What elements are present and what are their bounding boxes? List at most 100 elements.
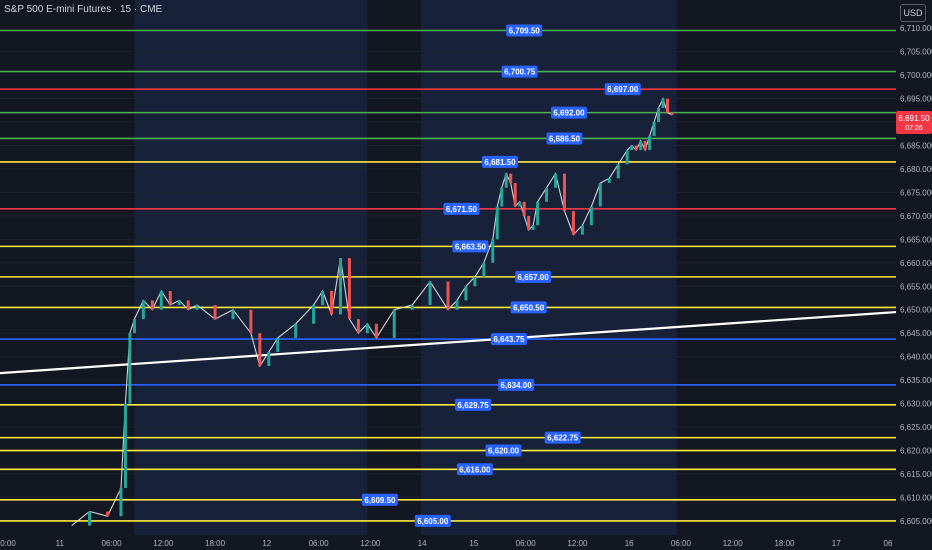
level-label-1: 6,700.75	[501, 65, 538, 78]
candle	[625, 150, 629, 165]
level-label-9: 6,650.50	[510, 301, 547, 314]
candle	[141, 300, 145, 320]
level-label-text: 6,629.75	[458, 401, 490, 410]
countdown-value: 07:26	[905, 125, 923, 132]
y-tick-label: 6,635.000	[900, 376, 932, 385]
trendline-line	[0, 310, 897, 375]
y-tick-label: 6,695.000	[900, 95, 932, 104]
candle	[661, 98, 665, 108]
level-label-box	[501, 65, 538, 78]
candle	[634, 145, 638, 151]
x-tick-label: 0:00	[0, 539, 16, 548]
x-tick-label: 06:00	[516, 539, 537, 548]
level-label-0: 6,709.50	[506, 24, 543, 37]
candle	[495, 206, 499, 240]
candle	[513, 183, 517, 207]
y-tick-label: 6,605.000	[900, 517, 932, 526]
level-label-text: 6,620.00	[488, 447, 520, 456]
candle	[428, 281, 432, 306]
x-tick-label: 14	[418, 539, 427, 548]
x-tick-label: 17	[832, 539, 841, 548]
candle	[589, 206, 593, 226]
candle	[536, 201, 540, 226]
price-axis[interactable]: 6,605.000 6,610.000 6,615.000 6,620.000 6,62…	[896, 0, 932, 550]
candle	[119, 488, 123, 517]
candle	[128, 333, 132, 404]
x-tick-label: 12:00	[723, 539, 744, 548]
candle	[554, 173, 558, 188]
candle	[509, 173, 513, 184]
level-label-box	[544, 431, 581, 444]
level-label-6: 6,671.50	[443, 202, 480, 215]
level-label-16: 6,609.50	[361, 493, 398, 506]
level-label-text: 6,700.75	[504, 68, 536, 77]
candle	[168, 290, 172, 306]
level-label-text: 6,643.75	[493, 335, 525, 344]
y-tick-label: 6,655.000	[900, 282, 932, 291]
x-tick-label: 16	[625, 539, 634, 548]
candle	[571, 211, 575, 235]
level-label-box	[455, 398, 492, 411]
candle	[657, 107, 661, 123]
level-label-10: 6,643.75	[490, 333, 527, 346]
level-label-box	[452, 240, 489, 253]
candle	[643, 140, 647, 151]
candle	[338, 258, 342, 315]
level-label-4: 6,686.50	[546, 132, 583, 145]
level-label-text: 6,692.00	[553, 109, 585, 118]
candle	[276, 337, 280, 352]
level-label-box	[414, 514, 451, 527]
level-label-box	[456, 463, 493, 476]
level-label-box	[506, 24, 543, 37]
level-label-box	[550, 106, 587, 119]
level-label-text: 6,605.00	[417, 517, 449, 526]
candle	[159, 290, 163, 310]
level-label-7: 6,663.50	[452, 240, 489, 253]
candle	[491, 239, 495, 263]
candle	[374, 323, 378, 338]
level-label-3: 6,692.00	[550, 106, 587, 119]
x-tick-label: 15	[469, 539, 478, 548]
level-label-box	[481, 155, 518, 168]
level-label-box	[485, 444, 522, 457]
candle	[312, 305, 316, 324]
candle	[630, 145, 634, 151]
candle	[177, 300, 181, 306]
level-label-text: 6,650.50	[513, 303, 545, 312]
level-label-11: 6,634.00	[498, 378, 535, 391]
candle	[562, 173, 566, 212]
candle	[446, 281, 450, 310]
x-tick-label: 12:00	[153, 539, 174, 548]
last-price-tag-box	[896, 111, 932, 134]
level-label-15: 6,616.00	[456, 463, 493, 476]
candle	[267, 351, 271, 367]
time-axis[interactable]: 0:00 11 06:00 12:00 18:00 12 06:00 12:00 14 15 06:…	[0, 535, 932, 550]
x-tick-label: 18:00	[205, 539, 226, 548]
x-tick-label: 11	[56, 539, 65, 548]
candle	[294, 323, 298, 338]
candle	[249, 309, 253, 334]
candle	[455, 300, 459, 310]
candle	[531, 225, 535, 230]
candle	[410, 305, 414, 310]
candle	[356, 319, 360, 334]
candle	[580, 225, 584, 235]
candle	[186, 300, 190, 310]
candle	[330, 290, 334, 315]
y-tick-label: 6,675.000	[900, 188, 932, 197]
candle	[106, 511, 110, 517]
level-label-text: 6,616.00	[459, 465, 491, 474]
level-label-12: 6,629.75	[455, 398, 492, 411]
candle	[652, 122, 656, 137]
candle	[670, 112, 674, 115]
candle	[616, 164, 620, 179]
level-label-17: 6,605.00	[414, 514, 451, 527]
candle	[464, 286, 468, 301]
y-tick-label: 6,700.000	[900, 71, 932, 80]
level-label-text: 6,622.75	[547, 434, 579, 443]
x-tick-label: 12	[262, 539, 271, 548]
currency-selector[interactable]: USD	[900, 4, 926, 22]
x-tick-label: 06	[884, 539, 893, 548]
candle	[473, 276, 477, 287]
